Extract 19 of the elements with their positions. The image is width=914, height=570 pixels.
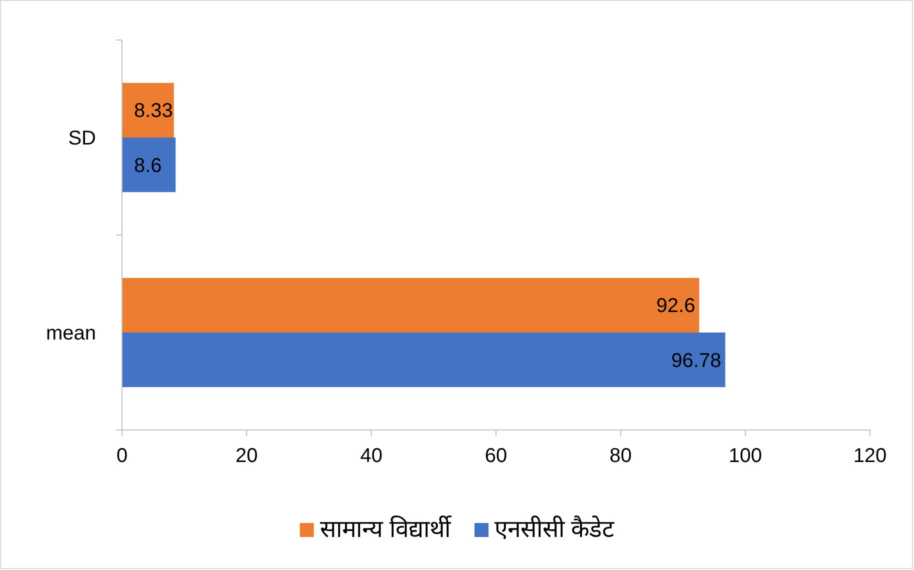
- x-tick-label: 0: [116, 445, 128, 467]
- bar: [122, 332, 726, 388]
- legend-label: एनसीसी कैडेट: [494, 515, 616, 543]
- data-label: 92.6: [656, 295, 696, 318]
- x-tick-label: 60: [484, 445, 508, 467]
- x-tick-label: 20: [236, 445, 258, 467]
- y-tick-label: SD: [68, 128, 96, 150]
- x-tick-label: 100: [728, 445, 762, 467]
- data-label: 8.33: [134, 100, 173, 122]
- y-tick-label: mean: [46, 322, 96, 344]
- legend-label: सामान्य विद्यार्थी: [320, 515, 452, 543]
- data-label: 8.6: [134, 154, 162, 177]
- bar: [122, 82, 174, 138]
- data-label: 96.78: [671, 350, 722, 372]
- x-tick-label: 40: [360, 445, 382, 467]
- x-tick-label: 120: [853, 445, 887, 467]
- bar: [122, 138, 176, 192]
- x-tick-label: 80: [610, 445, 632, 467]
- bar: [122, 278, 700, 332]
